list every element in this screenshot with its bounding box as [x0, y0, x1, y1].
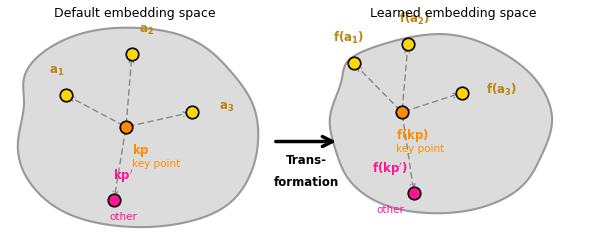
Polygon shape — [18, 28, 258, 227]
Text: $\mathbf{f(a_3)}$: $\mathbf{f(a_3)}$ — [486, 82, 517, 98]
Text: $\mathbf{f(kp')}$: $\mathbf{f(kp')}$ — [372, 161, 408, 178]
Text: $\mathbf{a_2}$: $\mathbf{a_2}$ — [139, 23, 155, 37]
Polygon shape — [330, 34, 552, 213]
Text: formation: formation — [274, 176, 338, 189]
Text: $\mathbf{f(a_2)}$: $\mathbf{f(a_2)}$ — [398, 11, 430, 27]
Text: $\mathbf{f(a_1)}$: $\mathbf{f(a_1)}$ — [332, 30, 364, 46]
Text: Default embedding space: Default embedding space — [54, 7, 216, 20]
Text: key point: key point — [396, 144, 444, 154]
Text: $\mathbf{a_1}$: $\mathbf{a_1}$ — [49, 65, 65, 78]
Text: $\mathbf{a_3}$: $\mathbf{a_3}$ — [219, 101, 234, 114]
Text: Trans-: Trans- — [286, 154, 326, 167]
Text: $\mathbf{kp}$: $\mathbf{kp}$ — [132, 142, 150, 159]
Text: key point: key point — [132, 159, 180, 169]
Text: other: other — [376, 205, 404, 215]
Text: $\mathbf{f(kp)}$: $\mathbf{f(kp)}$ — [396, 127, 429, 144]
Text: Learned embedding space: Learned embedding space — [370, 7, 536, 20]
Text: $\mathbf{kp'}$: $\mathbf{kp'}$ — [113, 168, 133, 185]
Text: other: other — [109, 212, 137, 222]
